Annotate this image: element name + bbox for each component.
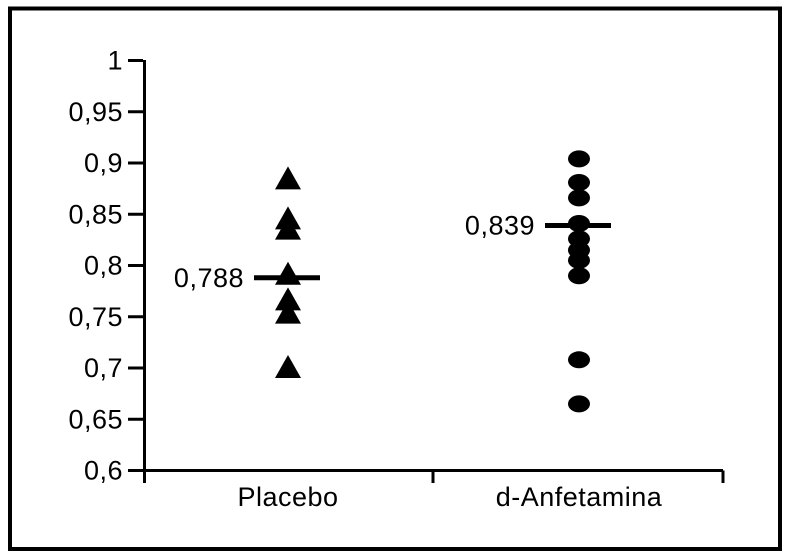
- data-point-triangle: [275, 287, 301, 311]
- data-point-circle: [568, 251, 590, 269]
- mean-value-label: 0,839: [465, 211, 535, 241]
- data-point-triangle: [275, 166, 301, 190]
- category-label: d-Anfetamina: [496, 482, 663, 512]
- category-label: Placebo: [237, 482, 338, 512]
- data-point-circle: [568, 173, 590, 191]
- data-point-triangle: [275, 261, 301, 285]
- y-tick-label: 0,9: [84, 148, 123, 178]
- mean-value-label: 0,788: [174, 263, 244, 293]
- data-point-circle: [568, 267, 590, 285]
- y-tick-label: 0,65: [68, 404, 123, 434]
- data-point-triangle: [275, 300, 301, 324]
- data-point-circle: [568, 150, 590, 168]
- y-tick-label: 0,7: [84, 353, 123, 383]
- data-point-circle: [568, 395, 590, 413]
- data-point-triangle: [275, 216, 301, 240]
- figure-border: [8, 6, 782, 551]
- y-tick-label: 0,95: [68, 97, 123, 127]
- y-tick-label: 0,6: [84, 456, 123, 486]
- data-point-triangle: [275, 354, 301, 378]
- y-tick-label: 0,85: [68, 199, 123, 229]
- data-point-circle: [568, 189, 590, 207]
- data-point-circle: [568, 351, 590, 369]
- y-tick-label: 0,8: [84, 251, 123, 281]
- y-tick-label: 1: [107, 46, 123, 76]
- y-tick-label: 0,75: [68, 302, 123, 332]
